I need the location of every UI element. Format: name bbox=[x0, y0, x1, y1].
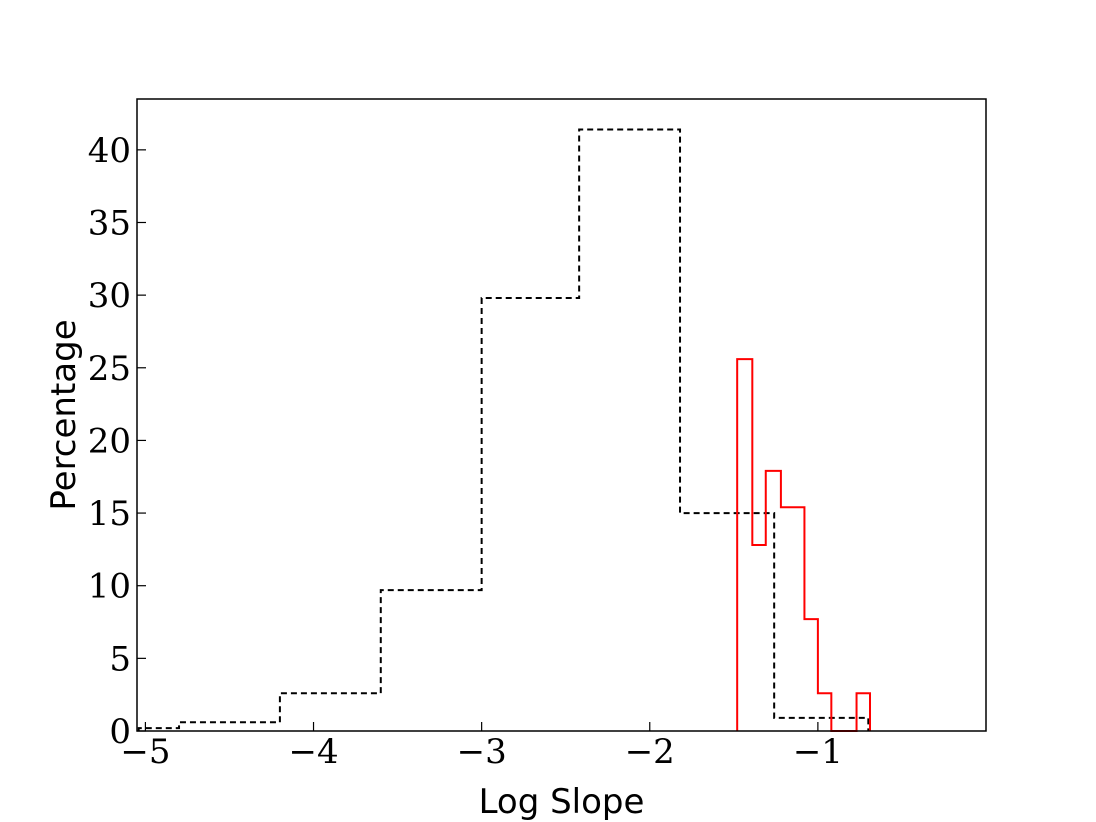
y-tick-label: 0 bbox=[109, 712, 131, 752]
histogram-bin bbox=[804, 619, 817, 731]
y-tick-label: 5 bbox=[109, 639, 131, 679]
histogram-bin bbox=[179, 722, 280, 731]
y-tick-label: 20 bbox=[88, 421, 131, 461]
histogram-series-dashed bbox=[137, 128, 870, 731]
ticks-layer: −5 −4 −3 −2 −1 0 5 10 15 20 25 30 35 40 bbox=[88, 131, 843, 772]
x-tick-label: −4 bbox=[288, 732, 338, 772]
histogram-bin bbox=[857, 693, 870, 731]
x-tick-label: −5 bbox=[120, 732, 170, 772]
histogram-bin bbox=[482, 298, 580, 731]
y-axis-label: Percentage bbox=[44, 319, 84, 510]
histogram-bin bbox=[752, 545, 765, 731]
histogram-bin bbox=[280, 693, 381, 731]
series-layer bbox=[137, 128, 871, 732]
x-axis-label: Log Slope bbox=[479, 782, 645, 822]
histogram-bin bbox=[766, 471, 781, 731]
histogram-bin bbox=[781, 507, 805, 731]
histogram-bin bbox=[381, 590, 482, 731]
y-tick-label: 25 bbox=[88, 349, 131, 389]
histogram-bin bbox=[818, 693, 831, 731]
y-tick-label: 15 bbox=[88, 494, 131, 534]
axes-frame bbox=[136, 98, 987, 732]
y-tick-label: 30 bbox=[88, 276, 131, 316]
x-tick-label: −3 bbox=[457, 732, 507, 772]
histogram-bin bbox=[737, 359, 752, 731]
histogram-bin bbox=[579, 130, 680, 731]
y-tick-label: 40 bbox=[88, 131, 131, 171]
x-tick-label: −1 bbox=[793, 732, 843, 772]
y-tick-label: 10 bbox=[88, 567, 131, 607]
x-tick-label: −2 bbox=[625, 732, 675, 772]
y-tick-label: 35 bbox=[88, 203, 131, 243]
